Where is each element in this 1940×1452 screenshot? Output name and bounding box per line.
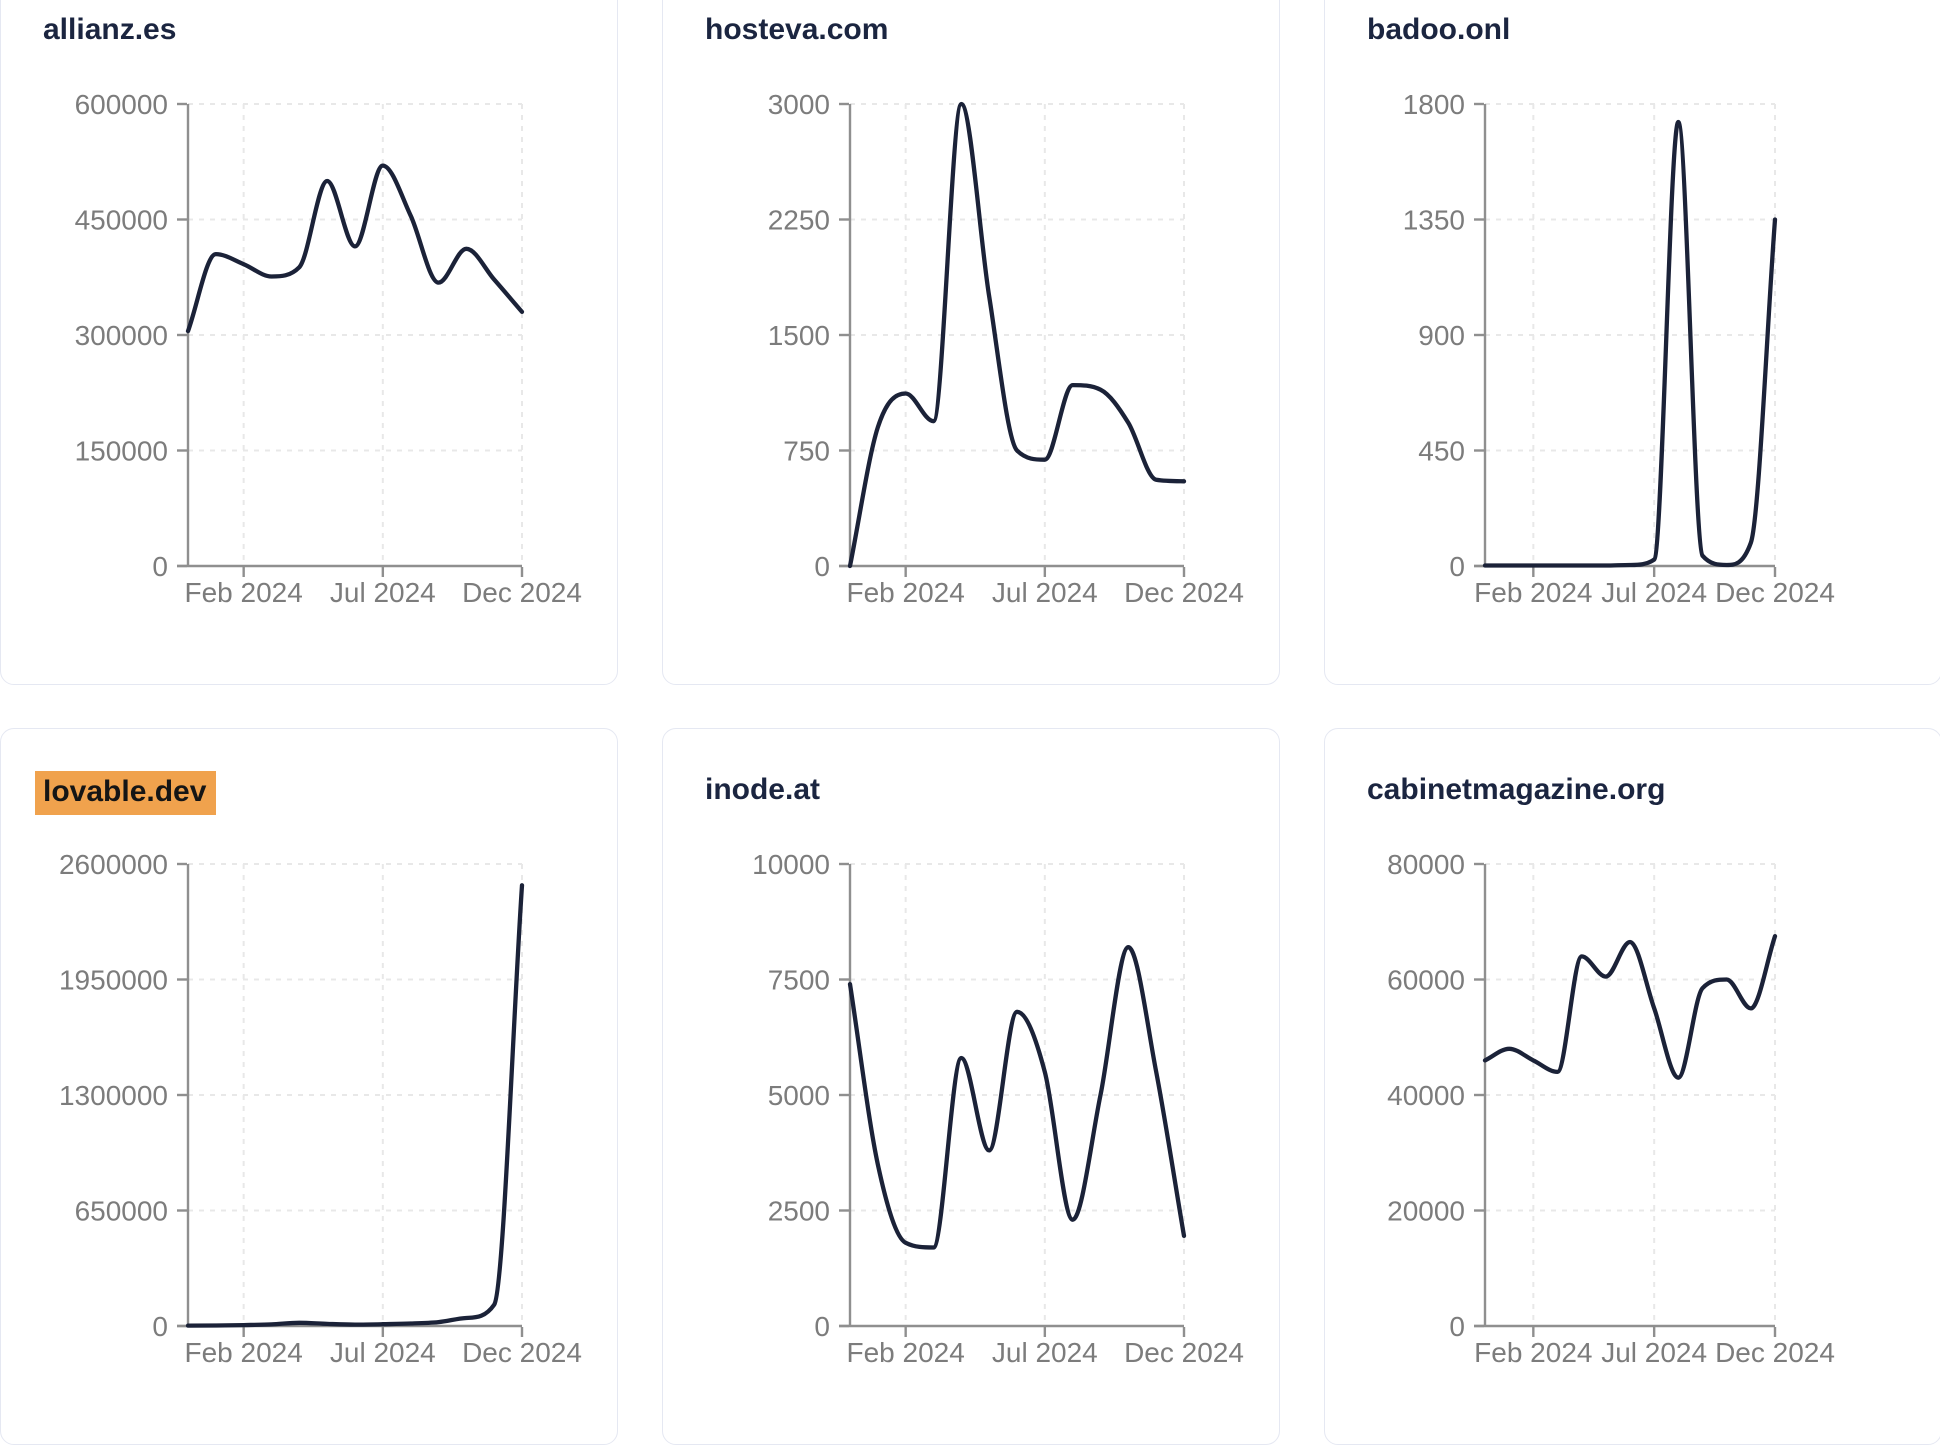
x-tick-label: Dec 2024 xyxy=(1715,577,1835,608)
y-tick-label: 0 xyxy=(152,551,168,582)
domain-chart-card[interactable]: lovable.dev 0 650000 1300000 1950000 2600000… xyxy=(0,728,618,1445)
traffic-line-chart: 0 750 1500 2250 3000 Feb 2024 Jul 2024 Dec 2024 xyxy=(768,89,1244,608)
series-line xyxy=(185,883,525,1328)
y-tick-label: 80000 xyxy=(1387,849,1465,880)
traffic-line-chart: 0 150000 300000 450000 600000 Feb 2024 Jul 202… xyxy=(75,89,582,608)
domain-name: lovable.dev xyxy=(35,771,217,815)
series-line xyxy=(1482,119,1778,568)
domain-name: badoo.onl xyxy=(1367,13,1511,46)
x-tick-label: Jul 2024 xyxy=(1601,577,1707,608)
domain-chart-card[interactable]: badoo.onl 0 450 900 1350 1800 Feb 2024 Jul 202… xyxy=(1324,0,1940,685)
traffic-line-chart: 0 20000 40000 60000 80000 Feb 2024 Jul 2024 Dec… xyxy=(1387,849,1835,1368)
series-line xyxy=(847,101,1187,569)
x-tick-label: Dec 2024 xyxy=(462,577,582,608)
y-tick-label: 40000 xyxy=(1387,1080,1465,1111)
y-tick-label: 60000 xyxy=(1387,965,1465,996)
series-line xyxy=(185,163,525,334)
x-tick-label: Jul 2024 xyxy=(330,1337,436,1368)
x-tick-label: Dec 2024 xyxy=(1124,577,1244,608)
y-tick-label: 1800 xyxy=(1403,89,1465,120)
y-tick-label: 450000 xyxy=(75,205,168,236)
x-tick-label: Jul 2024 xyxy=(1601,1337,1707,1368)
y-tick-label: 450 xyxy=(1418,436,1465,467)
card-title: inode.at xyxy=(705,771,820,809)
y-tick-label: 1500 xyxy=(768,320,830,351)
x-tick-label: Feb 2024 xyxy=(847,1337,965,1368)
series-line xyxy=(847,945,1187,1250)
card-title: lovable.dev xyxy=(35,771,217,815)
y-tick-label: 1950000 xyxy=(59,965,168,996)
traffic-line-chart: 0 450 900 1350 1800 Feb 2024 Jul 2024 Dec 2024 xyxy=(1403,89,1835,608)
y-tick-label: 20000 xyxy=(1387,1196,1465,1227)
y-tick-label: 3000 xyxy=(768,89,830,120)
y-tick-label: 2600000 xyxy=(59,849,168,880)
series-line xyxy=(1482,934,1778,1080)
x-tick-label: Feb 2024 xyxy=(1474,577,1592,608)
card-title: cabinetmagazine.org xyxy=(1367,771,1665,809)
domain-name: inode.at xyxy=(705,773,821,806)
x-tick-label: Feb 2024 xyxy=(847,577,965,608)
x-tick-label: Dec 2024 xyxy=(1715,1337,1835,1368)
y-tick-label: 150000 xyxy=(75,436,168,467)
x-tick-label: Dec 2024 xyxy=(1124,1337,1244,1368)
y-tick-label: 0 xyxy=(814,1311,830,1342)
domain-name: cabinetmagazine.org xyxy=(1367,773,1666,806)
domain-chart-card[interactable]: cabinetmagazine.org 0 20000 40000 60000 8000… xyxy=(1324,728,1940,1445)
traffic-line-chart: 0 650000 1300000 1950000 2600000 Feb 2024 Jul … xyxy=(59,849,582,1368)
domain-chart-card[interactable]: inode.at 0 2500 5000 7500 10000 Feb 2024 Jul 2… xyxy=(662,728,1280,1445)
y-tick-label: 0 xyxy=(1449,551,1465,582)
domain-chart-card[interactable]: hosteva.com 0 750 1500 2250 3000 Feb 2024 Jul … xyxy=(662,0,1280,685)
y-tick-label: 0 xyxy=(814,551,830,582)
x-tick-label: Feb 2024 xyxy=(185,577,303,608)
y-tick-label: 1300000 xyxy=(59,1080,168,1111)
y-tick-label: 2250 xyxy=(768,205,830,236)
domain-name: hosteva.com xyxy=(705,13,889,46)
card-title: hosteva.com xyxy=(705,11,888,49)
y-tick-label: 600000 xyxy=(75,89,168,120)
x-tick-label: Feb 2024 xyxy=(185,1337,303,1368)
y-tick-label: 900 xyxy=(1418,320,1465,351)
y-tick-label: 5000 xyxy=(768,1080,830,1111)
x-tick-label: Jul 2024 xyxy=(992,577,1098,608)
y-tick-label: 650000 xyxy=(75,1196,168,1227)
y-tick-label: 10000 xyxy=(752,849,830,880)
x-tick-label: Jul 2024 xyxy=(992,1337,1098,1368)
y-tick-label: 750 xyxy=(783,436,830,467)
domain-chart-card[interactable]: allianz.es 0 150000 300000 450000 600000 Feb … xyxy=(0,0,618,685)
x-tick-label: Jul 2024 xyxy=(330,577,436,608)
y-tick-label: 2500 xyxy=(768,1196,830,1227)
y-tick-label: 0 xyxy=(1449,1311,1465,1342)
y-tick-label: 300000 xyxy=(75,320,168,351)
card-title: badoo.onl xyxy=(1367,11,1510,49)
card-title: allianz.es xyxy=(43,11,176,49)
y-tick-label: 1350 xyxy=(1403,205,1465,236)
traffic-line-chart: 0 2500 5000 7500 10000 Feb 2024 Jul 2024 Dec 20… xyxy=(752,849,1244,1368)
domain-name: allianz.es xyxy=(43,13,177,46)
y-tick-label: 0 xyxy=(152,1311,168,1342)
x-tick-label: Dec 2024 xyxy=(462,1337,582,1368)
y-tick-label: 7500 xyxy=(768,965,830,996)
x-tick-label: Feb 2024 xyxy=(1474,1337,1592,1368)
